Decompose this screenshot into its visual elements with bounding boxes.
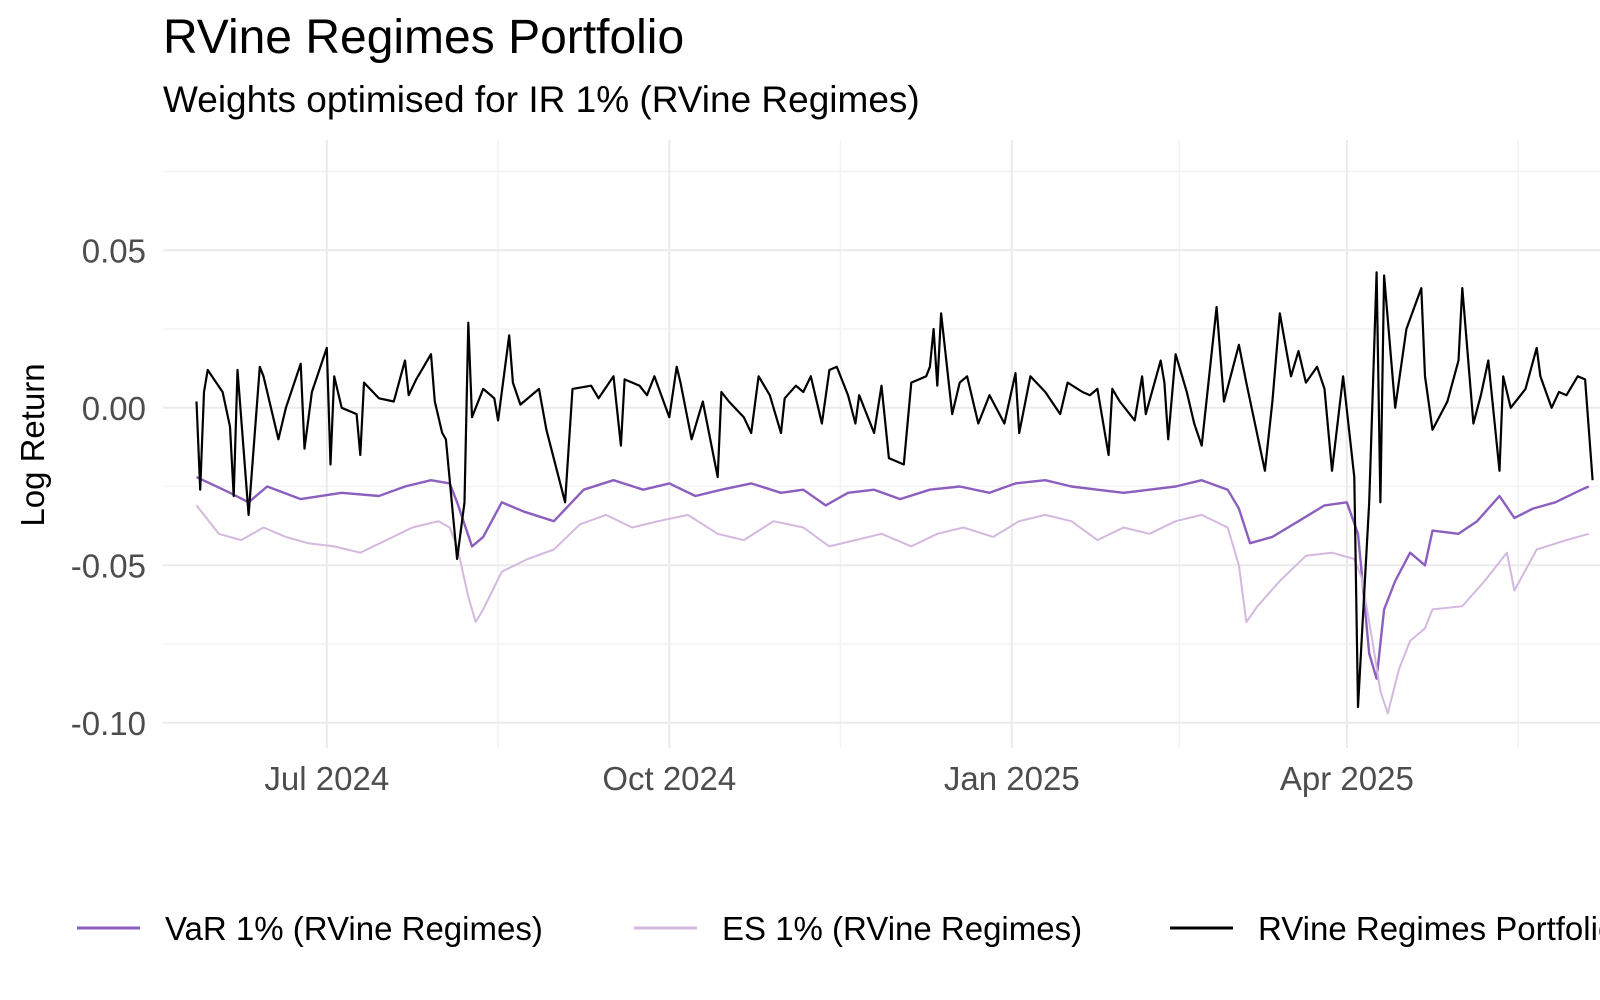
y-tick-label: -0.10 [71,705,146,742]
y-tick-label: 0.05 [82,232,146,269]
legend-label-var: VaR 1% (RVine Regimes) [165,910,543,947]
es-series-line [195,504,1590,715]
grid [163,140,1600,748]
series-lines [195,271,1594,715]
portfolio-series-line [195,271,1594,709]
legend-label-portfolio: RVine Regimes Portfolio [1258,910,1600,947]
x-tick-label: Jan 2025 [944,760,1080,797]
x-tick-label: Oct 2024 [602,760,736,797]
y-axis-title: Log Return [14,363,51,526]
y-tick-label: -0.05 [71,547,146,584]
x-axis-ticks: Jul 2024 Oct 2024 Jan 2025 Apr 2025 [264,760,1413,797]
y-axis-ticks: 0.05 0.00 -0.05 -0.10 [71,232,146,742]
chart-title: RVine Regimes Portfolio [163,11,684,64]
legend: VaR 1% (RVine Regimes) ES 1% (RVine Regi… [77,910,1600,947]
y-tick-label: 0.00 [82,390,146,427]
x-tick-label: Apr 2025 [1280,760,1414,797]
var-series-line [195,476,1590,680]
chart-subtitle: Weights optimised for IR 1% (RVine Regim… [163,79,920,120]
x-tick-label: Jul 2024 [264,760,389,797]
legend-label-es: ES 1% (RVine Regimes) [722,910,1082,947]
